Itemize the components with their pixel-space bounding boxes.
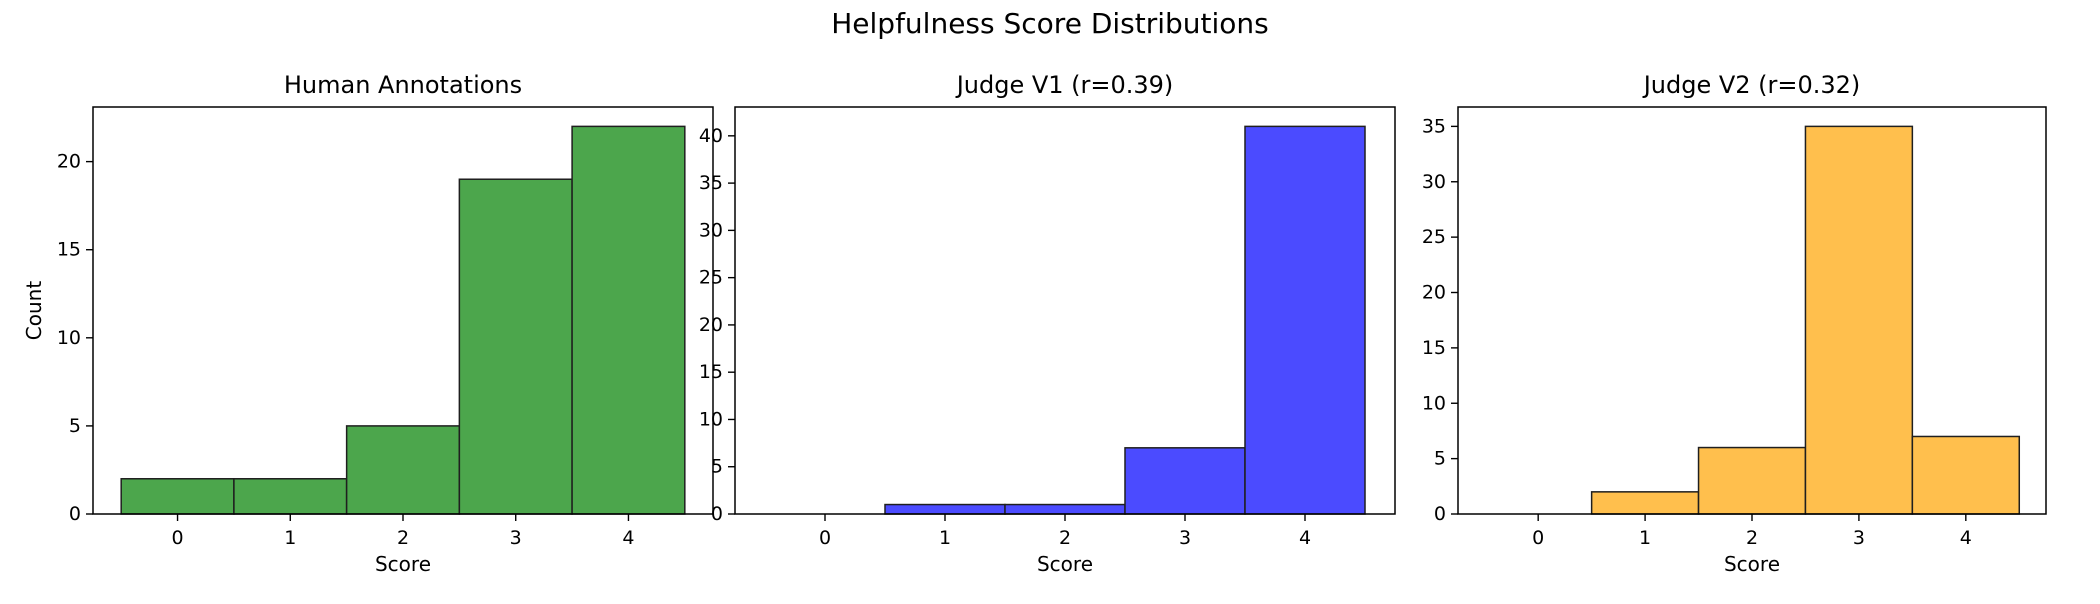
chart-title: Human Annotations xyxy=(284,71,522,99)
x-tick-label: 4 xyxy=(1960,527,1972,549)
bar xyxy=(1697,446,1807,515)
bar xyxy=(233,478,348,515)
chart-panel-1: Human Annotations 0 1 2 3 4 0 5 10 15 20 Score Count xyxy=(22,71,714,576)
figure-title: Helpfulness Score Distributions xyxy=(831,7,1269,40)
x-tick-label: 2 xyxy=(1059,527,1071,549)
y-tick-label: 35 xyxy=(1422,115,1446,137)
x-tick-label: 4 xyxy=(622,527,634,549)
bar xyxy=(345,425,461,515)
y-tick-label: 5 xyxy=(711,456,723,478)
chart-panel-2: Judge V1 (r=0.39)0 1 2 3 40510152025303540Sc… xyxy=(699,71,1396,576)
y-tick-label: 10 xyxy=(1422,392,1446,414)
y-tick-label: 15 xyxy=(1422,337,1446,359)
y-tick-label: 30 xyxy=(699,219,723,241)
y-tick-label: 0 xyxy=(69,503,81,525)
y-tick-label: 25 xyxy=(1422,226,1446,248)
x-tick-label: 1 xyxy=(939,527,951,549)
bar xyxy=(1124,447,1246,515)
y-tick-label: 10 xyxy=(699,408,723,430)
x-tick-label: 1 xyxy=(284,527,296,549)
bar xyxy=(884,503,1006,515)
x-tick-label: 2 xyxy=(1746,527,1758,549)
bar xyxy=(120,478,235,515)
x-tick-label: 1 xyxy=(1639,527,1651,549)
bar xyxy=(1804,125,1914,515)
y-tick-label: 20 xyxy=(699,314,723,336)
bar xyxy=(1590,491,1700,515)
y-tick-label: 35 xyxy=(699,172,723,194)
bar-series xyxy=(120,125,686,515)
y-tick-label: 10 xyxy=(57,327,81,349)
x-tick-label: 0 xyxy=(819,527,831,549)
x-axis-label: Score xyxy=(375,552,431,576)
y-tick-label: 25 xyxy=(699,267,723,289)
x-axis-label: Score xyxy=(1037,552,1093,576)
y-tick-label: 5 xyxy=(69,415,81,437)
y-tick-label: 40 xyxy=(699,125,723,147)
x-tick-label: 3 xyxy=(510,527,522,549)
bar xyxy=(1004,503,1126,515)
bar-series xyxy=(884,125,1366,515)
bar-series xyxy=(1590,125,2021,515)
x-tick-label: 4 xyxy=(1299,527,1311,549)
x-tick-label: 0 xyxy=(1532,527,1544,549)
y-tick-label: 0 xyxy=(711,503,723,525)
y-tick-label: 15 xyxy=(699,361,723,383)
y-axis-label: Count xyxy=(22,281,46,341)
bar xyxy=(1244,125,1366,515)
y-tick-label: 15 xyxy=(57,239,81,261)
y-tick-label: 20 xyxy=(57,151,81,173)
bar xyxy=(1911,435,2021,515)
bar xyxy=(571,125,686,515)
x-tick-label: 2 xyxy=(397,527,409,549)
y-tick-label: 0 xyxy=(1434,503,1446,525)
y-tick-label: 30 xyxy=(1422,171,1446,193)
x-tick-label: 0 xyxy=(171,527,183,549)
y-tick-label: 5 xyxy=(1434,448,1446,470)
bar xyxy=(458,178,573,515)
chart-panel-3: Judge V2 (r=0.32) 0 1 2 3 4 0 5 10 15 20 25 30 35 Scor… xyxy=(1422,71,2047,576)
x-tick-label: 3 xyxy=(1179,527,1191,549)
y-tick-label: 20 xyxy=(1422,282,1446,304)
chart-title: Judge V2 (r=0.32) xyxy=(1642,71,1861,99)
x-tick-label: 3 xyxy=(1853,527,1865,549)
chart-title: Judge V1 (r=0.39) xyxy=(955,71,1174,99)
x-axis-label: Score xyxy=(1724,552,1780,576)
